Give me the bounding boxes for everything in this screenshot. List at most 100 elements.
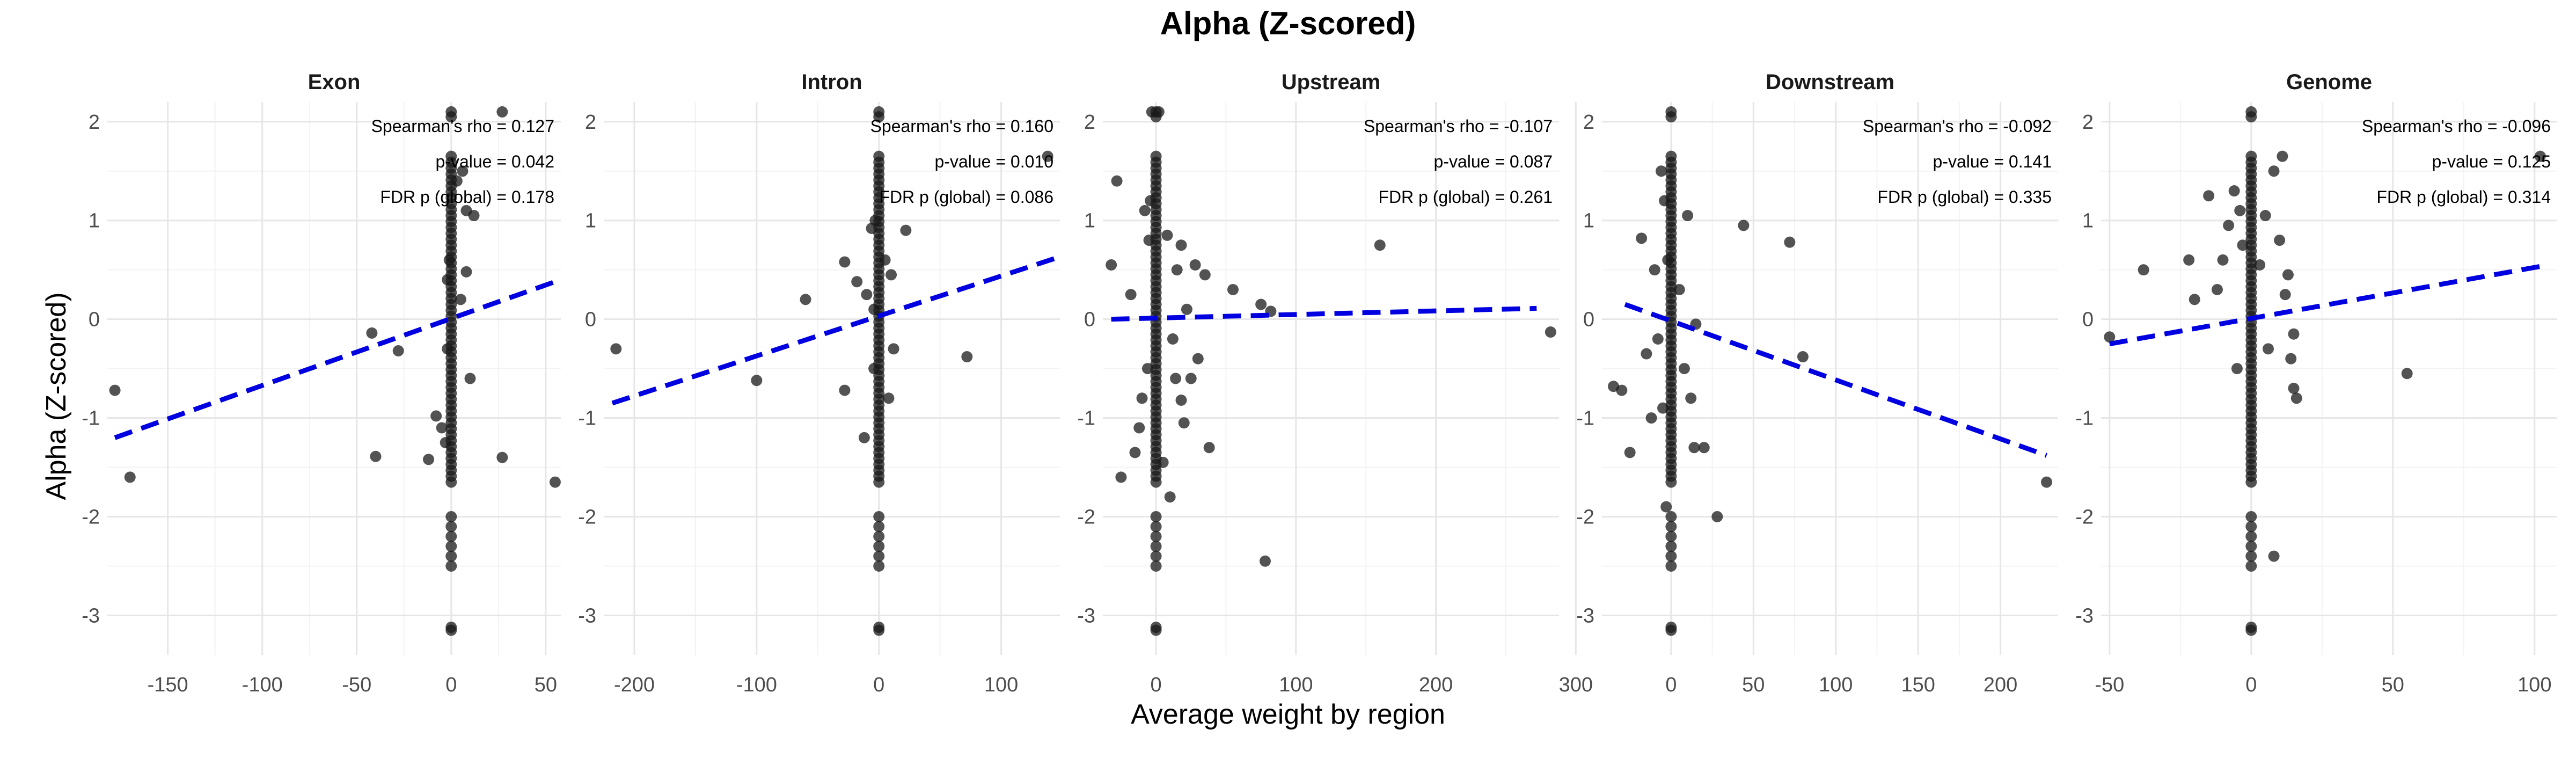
data-point <box>861 289 873 301</box>
x-tick-label: 150 <box>1901 674 1935 696</box>
data-point <box>445 106 457 118</box>
data-point <box>457 165 469 177</box>
data-point <box>2245 530 2257 542</box>
data-point <box>873 550 885 562</box>
data-point <box>1641 348 1652 360</box>
data-point <box>445 560 457 572</box>
data-point <box>839 384 851 396</box>
stats-label: Spearman's rho = 0.127 <box>371 116 554 136</box>
data-point <box>2279 289 2291 301</box>
data-point <box>1111 175 1123 187</box>
trend-line <box>611 256 1057 406</box>
data-point <box>1199 269 1211 281</box>
data-point <box>1665 150 1677 162</box>
stats-label: FDR p (global) = 0.086 <box>879 187 1053 207</box>
data-point <box>1678 363 1690 375</box>
data-point <box>2245 511 2257 522</box>
data-point <box>2223 220 2235 231</box>
data-point <box>445 530 457 542</box>
data-point <box>1129 447 1141 458</box>
y-tick-label: 0 <box>1084 309 1095 331</box>
data-point <box>883 392 895 404</box>
x-axis-title: Average weight by region <box>1131 699 1445 730</box>
data-point <box>2228 185 2240 197</box>
trend-line <box>1111 305 1537 322</box>
y-tick-label: -3 <box>82 604 100 627</box>
data-point <box>436 422 448 434</box>
facet-title-downstream: Downstream <box>1766 70 1894 94</box>
data-point <box>1665 530 1677 542</box>
trend-line <box>2109 262 2549 347</box>
data-point <box>1157 456 1169 468</box>
x-tick-label: -100 <box>242 674 283 696</box>
data-point <box>751 375 763 386</box>
data-point <box>2104 331 2116 343</box>
y-tick-label: -2 <box>578 506 596 529</box>
stats-label: FDR p (global) = 0.314 <box>2376 187 2551 207</box>
data-point <box>1115 471 1127 483</box>
data-point <box>885 269 897 281</box>
data-point <box>1141 363 1153 375</box>
y-tick-label: -2 <box>1576 506 1594 529</box>
stats-label: Spearman's rho = -0.107 <box>1364 116 1553 136</box>
data-point <box>124 471 136 483</box>
y-tick-label: -1 <box>82 407 100 430</box>
data-point <box>2288 328 2300 340</box>
data-point <box>366 327 378 339</box>
data-point <box>2245 560 2257 572</box>
data-point <box>445 150 457 162</box>
data-point <box>1259 555 1271 567</box>
data-point <box>1624 447 1636 458</box>
data-point <box>1192 353 1204 364</box>
stats-label: p-value = 0.010 <box>935 152 1054 171</box>
data-point <box>1645 412 1657 424</box>
data-point <box>1545 326 1556 338</box>
data-point <box>1153 106 1165 118</box>
data-point <box>1161 229 1173 241</box>
x-tick-label: 100 <box>984 674 1018 696</box>
data-point <box>2401 368 2413 380</box>
data-point <box>1665 560 1677 572</box>
data-point <box>851 276 863 288</box>
y-tick-label: 0 <box>1583 309 1594 331</box>
data-point <box>1227 283 1239 295</box>
data-point <box>1136 392 1148 404</box>
x-tick-label: 100 <box>2518 674 2551 696</box>
data-point <box>858 432 870 443</box>
data-point <box>1698 442 1710 454</box>
data-point <box>1784 236 1796 248</box>
y-tick-label: 1 <box>89 210 100 232</box>
y-tick-label: 2 <box>585 111 596 134</box>
data-point <box>1636 232 1648 244</box>
x-tick-label: 200 <box>1984 674 2017 696</box>
x-tick-label: 100 <box>1819 674 1853 696</box>
data-point <box>2211 283 2223 295</box>
data-point <box>873 541 885 552</box>
data-point <box>1374 239 1386 251</box>
y-tick-label: -1 <box>578 407 596 430</box>
y-tick-label: 2 <box>1084 111 1095 134</box>
data-point <box>1665 511 1677 522</box>
stats-label: p-value = 0.087 <box>1434 152 1553 171</box>
data-point <box>1133 422 1145 434</box>
data-point <box>868 303 880 315</box>
data-point <box>2285 353 2297 364</box>
data-point <box>445 521 457 533</box>
y-tick-label: 0 <box>89 309 100 331</box>
data-point <box>1175 239 1187 251</box>
data-point <box>2245 550 2257 562</box>
stats-label: Spearman's rho = -0.096 <box>2362 116 2551 136</box>
data-point <box>1150 550 1162 562</box>
data-point <box>1145 195 1157 207</box>
data-point <box>1170 373 1182 384</box>
data-point <box>443 254 455 266</box>
data-point <box>2259 210 2271 222</box>
data-point <box>1150 150 1162 162</box>
y-tick-label: -2 <box>2075 506 2094 529</box>
data-point <box>496 106 508 118</box>
facet-title-upstream: Upstream <box>1282 70 1381 94</box>
data-point <box>1150 511 1162 522</box>
data-point <box>800 294 811 305</box>
data-point <box>2245 150 2257 162</box>
data-point <box>1255 298 1267 310</box>
